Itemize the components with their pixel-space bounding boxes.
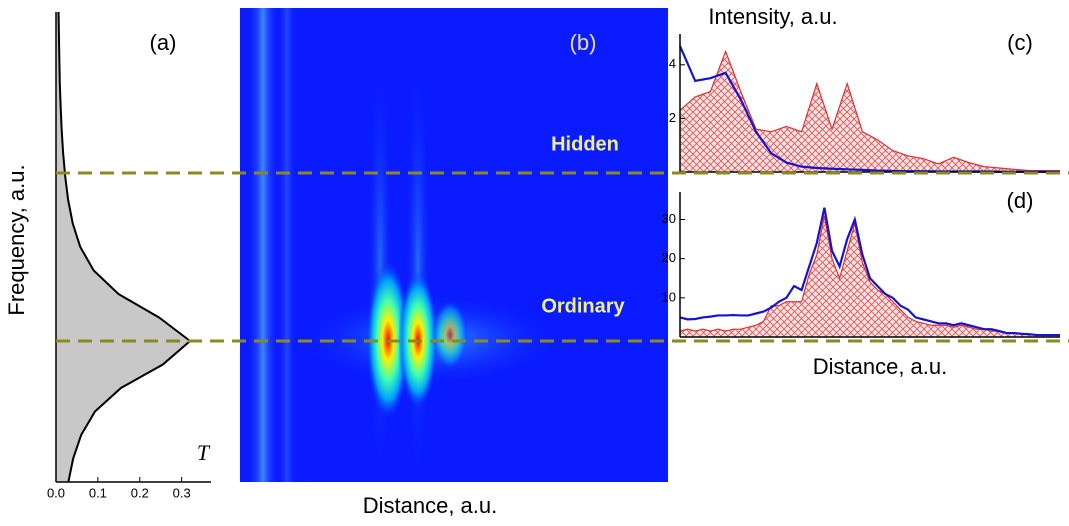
y-tick-label: 10 (662, 289, 676, 304)
panel-label: (c) (1007, 30, 1033, 55)
annotation: Hidden (551, 133, 619, 155)
y-tick-label: 2 (669, 110, 676, 125)
area-fill (56, 12, 191, 482)
reference-lines (56, 171, 1069, 343)
x-tick-label: 0.0 (47, 485, 65, 500)
panel-label: (b) (570, 30, 597, 55)
line (679, 49, 1060, 172)
y-axis-label: Intensity, a.u. (708, 4, 837, 29)
y-tick-label: 30 (662, 211, 676, 226)
area-fill (680, 51, 1060, 172)
panel-label: (a) (150, 30, 177, 55)
x-axis-label: Distance, a.u. (363, 493, 498, 518)
area-fill (680, 215, 1060, 337)
heatmap (240, 8, 668, 482)
x-tick-label: 0.3 (173, 485, 191, 500)
y-tick-label: 20 (662, 250, 676, 265)
value-axis-label: T (197, 440, 211, 465)
x-tick-label: 0.1 (89, 485, 107, 500)
annotation: Ordinary (541, 295, 625, 317)
y-tick-label: 4 (669, 56, 676, 71)
panel-label: (d) (1007, 188, 1034, 213)
x-tick-label: 0.2 (131, 485, 149, 500)
line (679, 207, 1060, 337)
y-axis-label: Frequency, a.u. (4, 164, 29, 315)
area-line (57, 11, 192, 483)
x-axis-label: Distance, a.u. (813, 354, 948, 379)
